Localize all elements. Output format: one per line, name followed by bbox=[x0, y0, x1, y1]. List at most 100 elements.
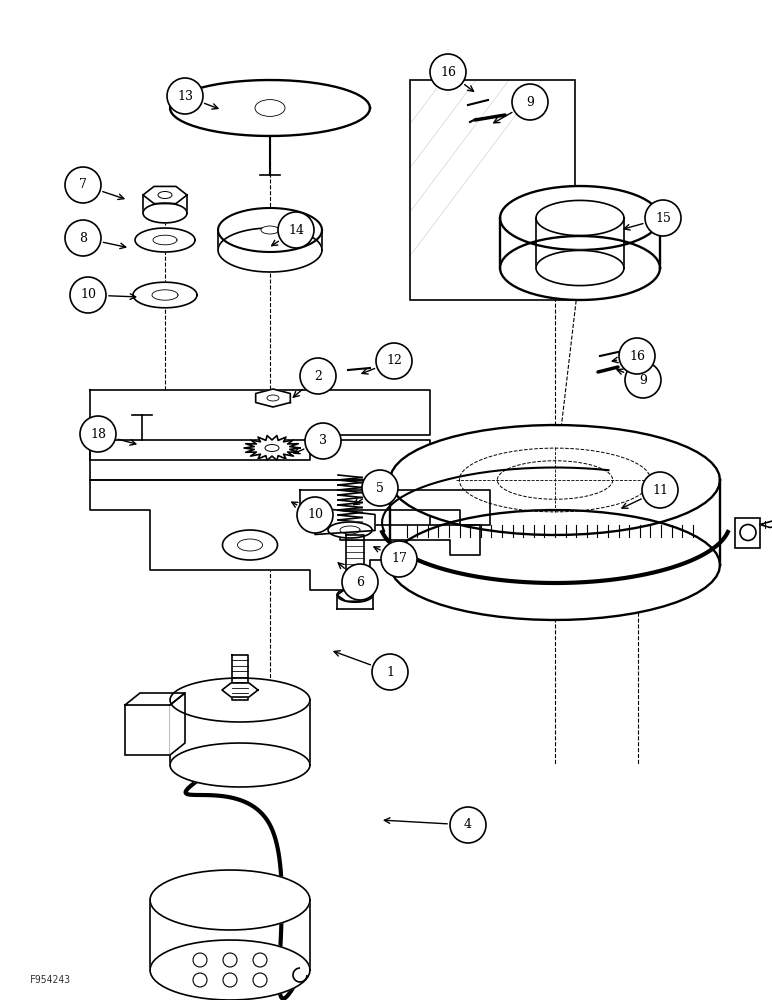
Polygon shape bbox=[760, 508, 772, 528]
Text: 6: 6 bbox=[356, 576, 364, 588]
Polygon shape bbox=[222, 683, 258, 697]
Circle shape bbox=[193, 953, 207, 967]
Text: 14: 14 bbox=[288, 224, 304, 236]
Polygon shape bbox=[310, 525, 480, 555]
Circle shape bbox=[253, 953, 267, 967]
Circle shape bbox=[253, 973, 267, 987]
Ellipse shape bbox=[261, 226, 279, 234]
Text: 13: 13 bbox=[177, 90, 193, 103]
Polygon shape bbox=[170, 678, 310, 722]
Text: 16: 16 bbox=[629, 350, 645, 362]
Text: 7: 7 bbox=[79, 178, 87, 192]
Ellipse shape bbox=[267, 395, 279, 401]
Polygon shape bbox=[500, 236, 660, 300]
Polygon shape bbox=[390, 510, 720, 620]
Text: 2: 2 bbox=[314, 369, 322, 382]
Text: 16: 16 bbox=[440, 66, 456, 79]
Ellipse shape bbox=[222, 530, 277, 560]
Circle shape bbox=[223, 953, 237, 967]
Polygon shape bbox=[218, 208, 322, 252]
Circle shape bbox=[305, 423, 341, 459]
Polygon shape bbox=[315, 508, 375, 534]
Circle shape bbox=[297, 497, 333, 533]
Circle shape bbox=[65, 167, 101, 203]
Polygon shape bbox=[390, 480, 720, 565]
Polygon shape bbox=[500, 218, 660, 268]
Circle shape bbox=[65, 220, 101, 256]
Polygon shape bbox=[536, 250, 624, 286]
Polygon shape bbox=[170, 693, 185, 755]
Polygon shape bbox=[218, 230, 322, 250]
Text: 3: 3 bbox=[319, 434, 327, 448]
Polygon shape bbox=[90, 480, 430, 590]
Circle shape bbox=[278, 212, 314, 248]
Polygon shape bbox=[90, 390, 430, 460]
Text: 4: 4 bbox=[464, 818, 472, 832]
Polygon shape bbox=[218, 228, 322, 272]
Polygon shape bbox=[170, 743, 310, 787]
Text: 17: 17 bbox=[391, 552, 407, 566]
Ellipse shape bbox=[265, 444, 279, 452]
Polygon shape bbox=[150, 940, 310, 1000]
Polygon shape bbox=[337, 589, 373, 601]
Polygon shape bbox=[300, 490, 490, 525]
Polygon shape bbox=[153, 235, 177, 245]
Circle shape bbox=[645, 200, 681, 236]
Text: 11: 11 bbox=[652, 484, 668, 496]
Polygon shape bbox=[170, 700, 310, 765]
Ellipse shape bbox=[158, 192, 172, 198]
Text: 10: 10 bbox=[80, 288, 96, 302]
Bar bbox=[410, 80, 575, 300]
Text: 18: 18 bbox=[90, 428, 106, 440]
Polygon shape bbox=[152, 290, 178, 300]
Polygon shape bbox=[143, 195, 187, 213]
Polygon shape bbox=[256, 389, 290, 407]
Ellipse shape bbox=[255, 100, 285, 116]
Text: 9: 9 bbox=[639, 373, 647, 386]
Text: 15: 15 bbox=[655, 212, 671, 225]
Polygon shape bbox=[390, 425, 720, 535]
Text: 1: 1 bbox=[386, 666, 394, 678]
Polygon shape bbox=[150, 870, 310, 930]
Circle shape bbox=[430, 54, 466, 90]
Polygon shape bbox=[337, 595, 373, 609]
Circle shape bbox=[193, 973, 207, 987]
Bar bbox=[735, 518, 760, 548]
Polygon shape bbox=[536, 200, 624, 236]
Circle shape bbox=[512, 84, 548, 120]
Circle shape bbox=[625, 362, 661, 398]
Polygon shape bbox=[90, 440, 430, 480]
Circle shape bbox=[642, 472, 678, 508]
Polygon shape bbox=[170, 80, 370, 136]
Polygon shape bbox=[125, 693, 185, 705]
Polygon shape bbox=[500, 186, 660, 250]
Bar bbox=[125, 705, 170, 755]
Ellipse shape bbox=[238, 539, 262, 551]
Text: 9: 9 bbox=[526, 96, 534, 108]
Circle shape bbox=[740, 524, 756, 540]
Polygon shape bbox=[328, 522, 372, 538]
Polygon shape bbox=[244, 436, 300, 460]
Polygon shape bbox=[150, 900, 310, 970]
Text: 12: 12 bbox=[386, 355, 402, 367]
Circle shape bbox=[223, 973, 237, 987]
Circle shape bbox=[381, 541, 417, 577]
Circle shape bbox=[300, 358, 336, 394]
Polygon shape bbox=[133, 282, 197, 308]
Polygon shape bbox=[135, 228, 195, 252]
Text: F954243: F954243 bbox=[30, 975, 71, 985]
Circle shape bbox=[342, 564, 378, 600]
Circle shape bbox=[362, 470, 398, 506]
Circle shape bbox=[167, 78, 203, 114]
Circle shape bbox=[619, 338, 655, 374]
Text: 10: 10 bbox=[307, 508, 323, 522]
Polygon shape bbox=[337, 588, 373, 602]
Polygon shape bbox=[143, 203, 187, 223]
Text: 5: 5 bbox=[376, 482, 384, 494]
Circle shape bbox=[372, 654, 408, 690]
Polygon shape bbox=[143, 186, 187, 204]
Text: 8: 8 bbox=[79, 232, 87, 244]
Circle shape bbox=[450, 807, 486, 843]
Circle shape bbox=[376, 343, 412, 379]
Circle shape bbox=[70, 277, 106, 313]
